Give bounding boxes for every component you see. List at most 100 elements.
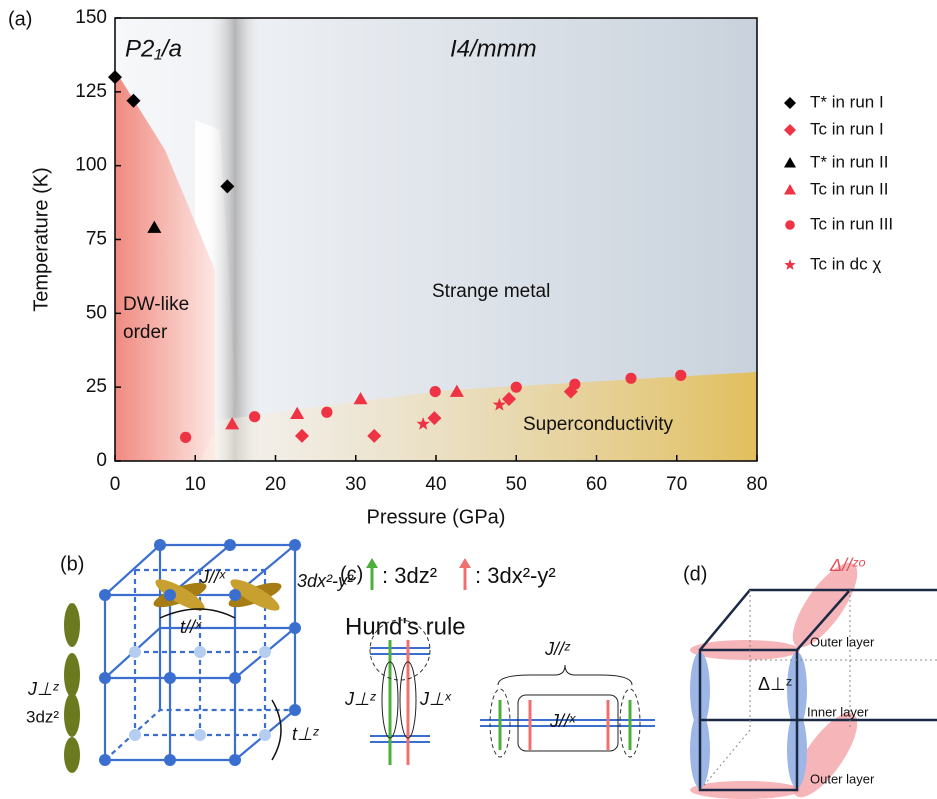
legend-label: T* in run I <box>810 92 884 111</box>
label: Δ//ᶻᵒ <box>829 555 866 575</box>
marker <box>180 431 192 443</box>
panel-label: (a) <box>8 8 32 30</box>
marker <box>502 391 517 406</box>
atom <box>194 729 206 741</box>
marker <box>569 378 581 390</box>
label: t⊥ᶻ <box>292 724 320 744</box>
atom <box>164 672 176 684</box>
atom <box>229 754 241 766</box>
x-tick-label: 30 <box>345 474 366 495</box>
layer-label: Outer layer <box>810 771 875 786</box>
y-tick-label: 100 <box>75 155 107 176</box>
marker <box>225 417 240 430</box>
title: Hund's rule <box>345 613 466 640</box>
atom <box>229 672 241 684</box>
atom <box>194 646 206 658</box>
label: J//ˣ <box>549 711 576 731</box>
legend-label: : 3dx²-y² <box>475 563 556 588</box>
x-tick-label: 80 <box>746 474 767 495</box>
marker <box>353 391 368 405</box>
legend-marker <box>785 220 795 230</box>
x-tick-label: 70 <box>666 474 687 495</box>
legend-label: Tc in dc χ <box>810 254 881 273</box>
label: t//ˣ <box>180 617 202 637</box>
atom <box>99 754 111 766</box>
legend-marker <box>784 97 796 109</box>
x-tick-label: 40 <box>425 474 446 495</box>
y-tick-label: 125 <box>75 81 107 102</box>
marker <box>449 384 464 397</box>
panel-label: (d) <box>683 563 707 585</box>
label: J⊥ᶻ <box>27 679 60 699</box>
legend-label: T* in run II <box>810 152 888 171</box>
legend-label: Tc in run I <box>810 119 884 138</box>
atom <box>129 646 141 658</box>
marker <box>321 406 333 418</box>
x-tick-label: 20 <box>265 474 286 495</box>
annotation: Strange metal <box>432 281 550 302</box>
atom <box>259 729 271 741</box>
atom <box>154 539 166 551</box>
label: J⊥ᶻ <box>344 689 377 709</box>
annotation: Superconductivity <box>523 414 673 435</box>
marker <box>625 372 637 384</box>
legend-label: Tc in run II <box>810 179 888 198</box>
marker <box>249 411 261 423</box>
atom <box>164 754 176 766</box>
y-tick-label: 25 <box>86 376 107 397</box>
label: J//ˣ <box>199 567 226 587</box>
atom <box>224 539 236 551</box>
atom <box>259 646 271 658</box>
x-tick-label: 50 <box>506 474 527 495</box>
panel-d <box>690 562 937 799</box>
layer-label: Outer layer <box>810 634 875 649</box>
atom <box>289 704 301 716</box>
x-tick-label: 0 <box>110 474 121 495</box>
marker <box>675 369 687 381</box>
legend-marker <box>784 157 796 168</box>
marker <box>108 70 122 85</box>
marker <box>147 220 162 233</box>
panel-label: (c) <box>340 563 363 585</box>
y-tick-label: 75 <box>86 229 107 250</box>
annotation: DW-like <box>123 294 189 315</box>
y-tick-label: 0 <box>96 450 107 471</box>
x-tick-label: 10 <box>185 474 206 495</box>
label: 3dx²-y² <box>297 571 354 591</box>
x-axis-label: Pressure (GPa) <box>367 506 506 528</box>
atom <box>229 589 241 601</box>
label: 3dz² <box>26 707 59 726</box>
legend-label: Tc in run III <box>810 214 893 233</box>
marker <box>510 381 522 393</box>
panel-c <box>366 558 655 765</box>
marker <box>290 406 305 419</box>
atom <box>129 729 141 741</box>
atom <box>289 622 301 634</box>
orbitals-b <box>64 579 282 773</box>
label: Δ⊥ᶻ <box>758 674 792 694</box>
legend-marker <box>784 124 796 136</box>
legend-marker <box>784 184 796 195</box>
marker <box>427 411 442 426</box>
marker <box>126 93 141 108</box>
legend-marker <box>784 259 796 270</box>
annotation: I4/mmm <box>450 35 537 62</box>
marker <box>492 397 507 411</box>
atom <box>289 539 301 551</box>
marker <box>367 428 382 443</box>
annotation: order <box>123 322 168 343</box>
atom <box>99 589 111 601</box>
atom <box>99 672 111 684</box>
marker <box>416 417 430 430</box>
y-axis-label: Temperature (K) <box>30 167 52 312</box>
y-tick-label: 150 <box>75 7 107 28</box>
label: J⊥ˣ <box>419 689 452 709</box>
x-tick-label: 60 <box>586 474 607 495</box>
annotation: P2₁/a <box>125 35 182 62</box>
legend-label: : 3dz² <box>382 563 437 588</box>
dw-region <box>115 70 215 461</box>
atom <box>164 589 176 601</box>
atoms <box>99 539 301 766</box>
y-tick-label: 50 <box>86 302 107 323</box>
